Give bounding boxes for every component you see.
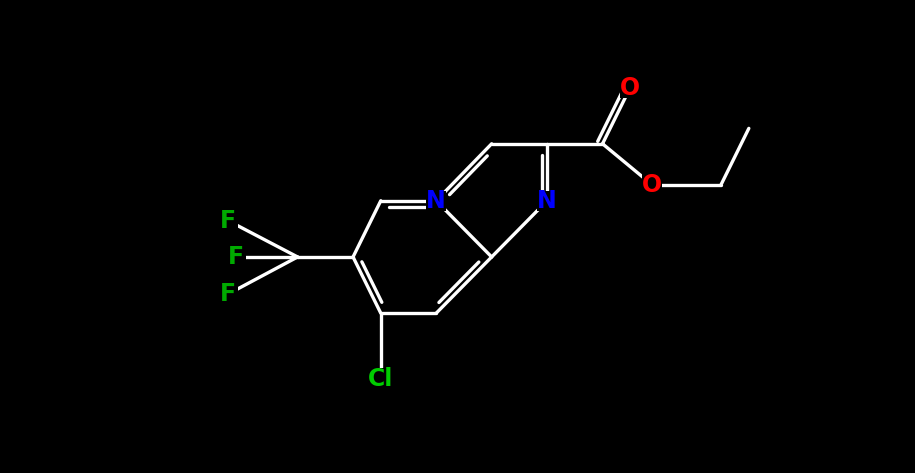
FancyBboxPatch shape — [364, 368, 398, 389]
Text: F: F — [221, 209, 236, 233]
FancyBboxPatch shape — [226, 247, 246, 267]
Text: Cl: Cl — [368, 367, 393, 391]
FancyBboxPatch shape — [620, 78, 640, 98]
Text: O: O — [620, 76, 640, 99]
Text: N: N — [426, 189, 447, 213]
FancyBboxPatch shape — [537, 191, 557, 211]
Text: O: O — [641, 173, 662, 197]
FancyBboxPatch shape — [641, 175, 662, 195]
Text: F: F — [221, 282, 236, 306]
FancyBboxPatch shape — [218, 284, 239, 304]
FancyBboxPatch shape — [426, 191, 447, 211]
FancyBboxPatch shape — [218, 210, 239, 231]
Text: F: F — [228, 245, 244, 269]
Text: N: N — [537, 189, 557, 213]
